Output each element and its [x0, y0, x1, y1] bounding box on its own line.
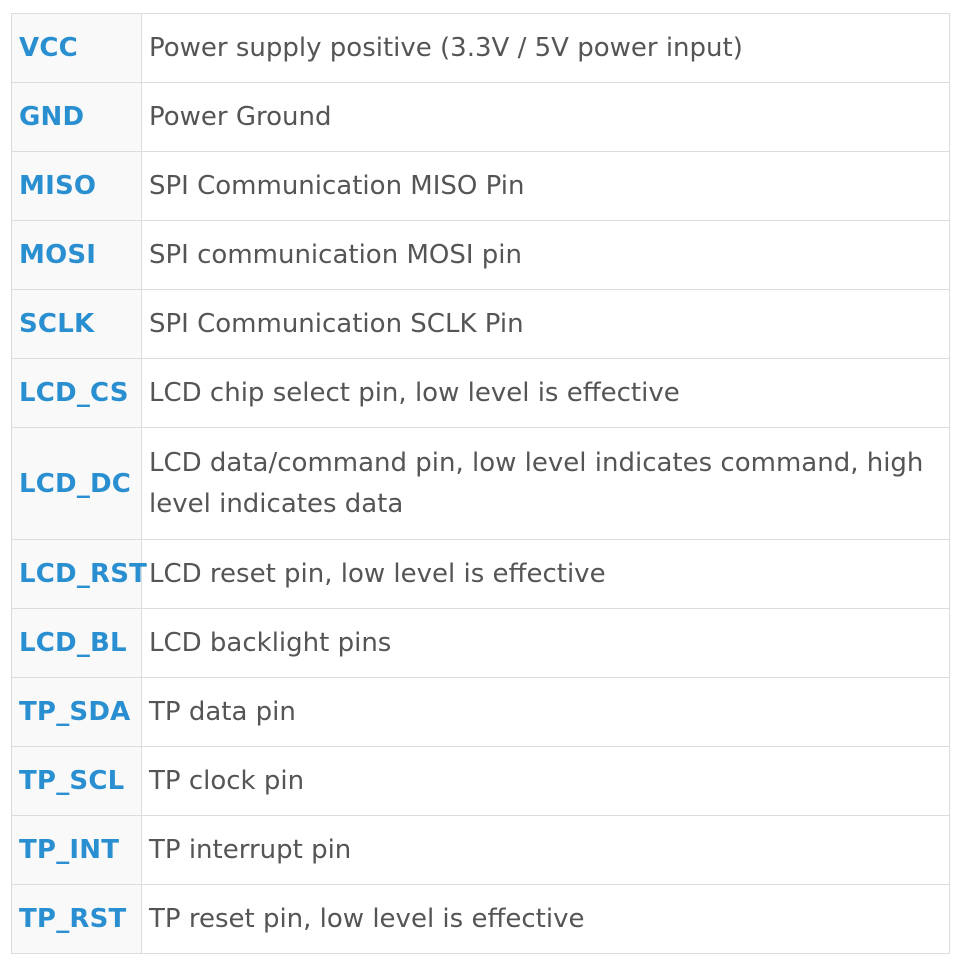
pin-name-cell: LCD_DC: [11, 427, 142, 540]
pin-name-cell: LCD_CS: [11, 358, 142, 428]
pin-name-cell: VCC: [11, 13, 142, 83]
pin-name-cell: TP_SDA: [11, 677, 142, 747]
pin-description-cell: LCD backlight pins: [141, 608, 950, 678]
table-row: TP_INT TP interrupt pin: [11, 815, 950, 885]
pin-description-cell: SPI Communication MISO Pin: [141, 151, 950, 221]
table-row: TP_RST TP reset pin, low level is effect…: [11, 884, 950, 954]
pin-description-cell: LCD reset pin, low level is effective: [141, 539, 950, 609]
table-row: LCD_CS LCD chip select pin, low level is…: [11, 358, 950, 428]
table-row: MISO SPI Communication MISO Pin: [11, 151, 950, 221]
table-row: VCC Power supply positive (3.3V / 5V pow…: [11, 13, 950, 83]
pin-description-cell: TP clock pin: [141, 746, 950, 816]
pin-name-cell: LCD_BL: [11, 608, 142, 678]
pin-description-cell: SPI communication MOSI pin: [141, 220, 950, 290]
table-row: LCD_RST LCD reset pin, low level is effe…: [11, 539, 950, 609]
pin-table-body: VCC Power supply positive (3.3V / 5V pow…: [11, 13, 950, 954]
pin-name-cell: MOSI: [11, 220, 142, 290]
pin-description-cell: LCD chip select pin, low level is effect…: [141, 358, 950, 428]
table-row: SCLK SPI Communication SCLK Pin: [11, 289, 950, 359]
table-row: TP_SCL TP clock pin: [11, 746, 950, 816]
pin-description-cell: Power supply positive (3.3V / 5V power i…: [141, 13, 950, 83]
pin-definition-table: VCC Power supply positive (3.3V / 5V pow…: [11, 13, 950, 954]
pin-name-cell: LCD_RST: [11, 539, 147, 609]
pin-name-cell: TP_SCL: [11, 746, 142, 816]
table-row: GND Power Ground: [11, 82, 950, 152]
pin-description-cell: LCD data/command pin, low level indicate…: [141, 427, 950, 540]
pin-name-cell: MISO: [11, 151, 142, 221]
pin-name-cell: GND: [11, 82, 142, 152]
pin-description-cell: TP reset pin, low level is effective: [141, 884, 950, 954]
table-row: LCD_BL LCD backlight pins: [11, 608, 950, 678]
pin-name-cell: TP_RST: [11, 884, 142, 954]
pin-description-cell: Power Ground: [141, 82, 950, 152]
table-row: LCD_DC LCD data/command pin, low level i…: [11, 427, 950, 540]
table-row: MOSI SPI communication MOSI pin: [11, 220, 950, 290]
pin-name-cell: SCLK: [11, 289, 142, 359]
table-row: TP_SDA TP data pin: [11, 677, 950, 747]
pin-description-cell: TP data pin: [141, 677, 950, 747]
pin-description-cell: TP interrupt pin: [141, 815, 950, 885]
pin-name-cell: TP_INT: [11, 815, 142, 885]
pin-description-cell: SPI Communication SCLK Pin: [141, 289, 950, 359]
